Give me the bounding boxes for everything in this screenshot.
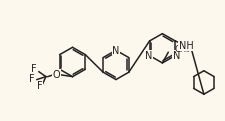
Text: N: N [172,51,179,61]
Text: N: N [144,51,152,61]
Text: F: F [31,64,37,74]
Text: O: O [53,70,60,80]
Text: F: F [37,81,43,91]
Text: NH: NH [178,41,193,51]
Text: F: F [29,74,35,84]
Text: N: N [112,46,119,56]
Text: CH₃: CH₃ [173,45,189,54]
